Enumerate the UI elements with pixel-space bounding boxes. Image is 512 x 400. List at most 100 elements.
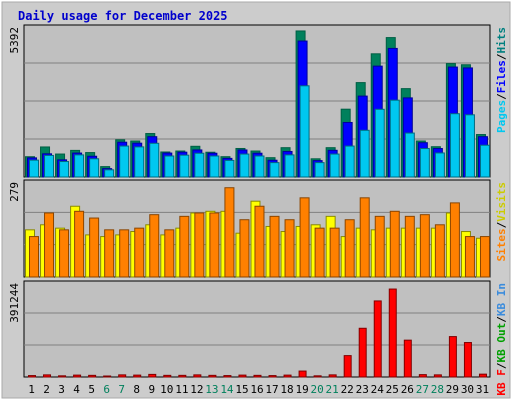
bar-pages-day-27 [419,148,430,178]
bar-pages-day-9 [149,142,160,178]
bar-sites-day-23 [359,197,370,278]
bar-pages-day-29 [449,113,460,178]
x-tick-label: 13 [205,383,218,396]
x-tick-label: 15 [235,383,248,396]
bar-kb-f-day-25 [388,288,397,378]
bar-kb-f-day-22 [343,355,352,378]
bar-sites-day-15 [239,219,250,278]
bar-kb-f-day-14 [223,375,232,378]
bar-pages-day-15 [239,153,250,178]
panel-2: 279 Sites/Visits [8,179,508,278]
bar-pages-day-20 [314,162,325,178]
x-tick-label: 12 [190,383,203,396]
bar-kb-f-day-13 [208,374,217,378]
x-tick-label: 22 [341,383,354,396]
bar-pages-day-31 [479,144,490,178]
x-tick-label: 21 [326,383,339,396]
bar-sites-day-31 [479,236,490,278]
bar-kb-f-day-11 [178,374,187,378]
x-tick-label: 29 [446,383,459,396]
bar-sites-day-9 [149,214,160,278]
x-tick-label: 6 [103,383,110,396]
x-tick-label: 20 [311,383,324,396]
bar-sites-day-20 [314,227,325,278]
x-tick-label: 19 [295,383,308,396]
x-tick-label: 8 [133,383,140,396]
x-tick-label: 9 [148,383,155,396]
bar-kb-f-day-17 [268,375,277,378]
bar-sites-day-4 [74,210,85,278]
x-tick-label: 11 [175,383,188,396]
x-tick-label: 17 [265,383,278,396]
bar-pages-day-8 [134,146,145,178]
bar-pages-day-17 [269,162,280,178]
bar-sites-day-12 [194,212,205,278]
panel-1: 5392 Pages/Files/Hits [8,24,508,178]
x-tick-label: 26 [401,383,414,396]
bar-kb-f-day-5 [88,374,97,378]
bar-pages-day-5 [89,158,100,178]
bar-kb-f-day-27 [418,374,427,378]
bar-pages-day-7 [119,145,130,178]
bar-kb-f-day-21 [328,374,337,378]
bar-kb-f-day-15 [238,374,247,378]
x-tick-label: 7 [118,383,125,396]
bar-pages-day-23 [359,129,370,178]
bar-pages-day-4 [74,154,85,178]
bar-sites-day-29 [449,202,460,278]
bar-pages-day-26 [404,132,415,178]
bar-sites-day-8 [134,227,145,278]
bar-pages-day-16 [254,155,265,178]
x-tick-label: 4 [73,383,80,396]
bar-kb-f-day-20 [313,375,322,378]
x-tick-label: 18 [280,383,293,396]
y-axis-label: Pages/Files/Hits [495,27,508,133]
bar-kb-f-day-7 [118,374,127,378]
bar-sites-day-1 [29,236,39,278]
bar-kb-f-day-3 [58,375,67,378]
bar-kb-f-day-23 [358,327,367,378]
bar-sites-day-13 [209,212,220,278]
x-tick-label: 24 [371,383,385,396]
bar-sites-day-16 [254,205,265,278]
y-axis-label: Sites/Visits [495,182,508,262]
bar-sites-day-14 [224,187,235,278]
bar-pages-day-3 [59,161,70,178]
bar-sites-day-11 [179,215,190,278]
bar-kb-f-day-30 [463,342,472,378]
bar-kb-f-day-10 [163,374,172,378]
bar-sites-day-24 [374,215,385,278]
bar-kb-f-day-4 [73,374,82,378]
bar-sites-day-10 [164,229,175,278]
bar-sites-day-21 [329,227,340,278]
bar-sites-day-5 [89,217,100,278]
bar-pages-day-1 [29,159,39,178]
bar-kb-f-day-6 [103,375,112,378]
bar-sites-day-27 [419,214,430,278]
bar-pages-day-2 [44,154,55,178]
ymax-label: 391244 [8,283,21,323]
x-tick-label: 27 [416,383,429,396]
x-tick-label: 5 [88,383,95,396]
bar-sites-day-18 [284,219,295,278]
bar-kb-f-day-2 [43,374,52,378]
x-tick-label: 25 [386,383,399,396]
bar-sites-day-2 [44,212,55,278]
bar-kb-f-day-12 [193,374,202,378]
bar-kb-f-day-26 [403,339,412,378]
x-tick-label: 30 [461,383,474,396]
bar-sites-day-19 [299,197,310,278]
x-tick-label: 10 [160,383,173,396]
bar-pages-day-21 [329,153,340,178]
bar-pages-day-19 [299,85,310,178]
x-axis-labels: 1 2 3 4 5 6 7 8 9 10 11 12 13 14 15 16 17 18 19 20 21 22 23 24 2… [28,383,489,396]
bar-pages-day-24 [374,108,385,178]
bar-sites-day-30 [464,236,475,278]
x-tick-label: 31 [476,383,489,396]
x-tick-label: 2 [43,383,50,396]
bar-pages-day-25 [389,99,400,178]
panel-plot-area [23,280,491,378]
bar-sites-day-6 [104,229,115,278]
